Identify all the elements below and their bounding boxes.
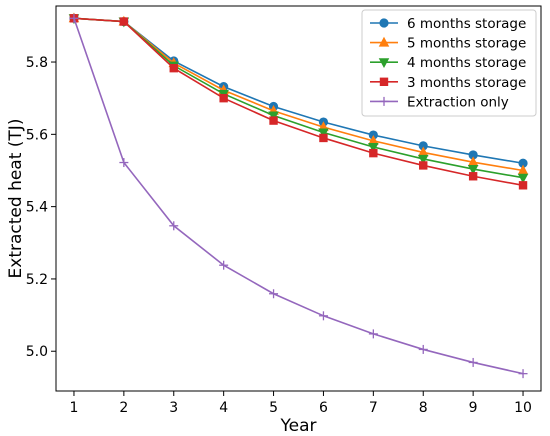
data-point [418,344,428,354]
legend-marker [378,36,390,47]
y-tick-label: 5.4 [26,200,48,216]
data-point [468,357,478,367]
x-tick-label: 2 [119,400,128,416]
data-point [419,161,428,170]
x-tick-label: 3 [169,400,178,416]
legend-item: Extraction only [370,94,509,110]
axes-frame [55,5,542,392]
data-point [169,221,179,231]
data-point [318,128,329,139]
x-tick-label: 10 [514,400,532,416]
data-point [468,172,478,181]
data-point [268,111,279,122]
legend-item: 5 months storage [370,36,526,52]
data-point [119,17,129,26]
series-line-extraction-only [73,18,524,375]
x-axis-label: Year [280,416,317,436]
legend-box [361,9,537,117]
legend-marker [379,96,389,106]
y-tick-label: 5.6 [26,127,48,143]
legend-marker [378,58,390,69]
data-point [219,93,228,103]
x-tick-label: 4 [219,400,228,416]
data-point [319,133,328,143]
data-point [69,13,79,23]
x-tick-label: 7 [369,400,378,416]
legend-item: 4 months storage [370,55,526,71]
data-point [269,116,278,125]
x-axis: 1 2 3 4 5 6 7 8 9 10 [70,391,532,416]
y-tick-label: 5.2 [26,272,48,288]
x-tick-label: 9 [469,400,478,416]
series-line-6-months-storage [73,17,524,165]
legend-marker [379,77,389,86]
data-point [417,154,429,165]
legend-label: 4 months storage [407,55,526,71]
data-point [119,158,129,168]
series-extraction-only [69,13,528,379]
data-point [517,173,529,184]
data-point [368,329,378,339]
x-tick-label: 5 [269,400,278,416]
y-axis-label: Extracted heat (TJ) [6,119,26,279]
data-point [518,369,528,379]
legend-item: 3 months storage [370,75,526,91]
series-line-5-months-storage [73,17,524,172]
data-point [219,260,229,270]
y-tick-label: 5.0 [26,344,48,360]
x-tick-label: 1 [70,400,79,416]
data-point [369,148,378,158]
data-point [318,311,328,321]
y-tick-label: 5.8 [26,55,48,71]
series-line-3-months-storage [73,17,524,187]
legend-label: Extraction only [407,94,509,110]
x-tick-label: 8 [419,400,428,416]
legend-label: 6 months storage [407,16,526,32]
series-line-4-months-storage [73,17,524,179]
legend-label: 5 months storage [407,36,526,52]
y-axis: 5.0 5.2 5.4 5.6 5.8 [26,55,56,360]
data-point [518,181,528,190]
legend: 6 months storage 5 months storage 4 months… [361,9,537,117]
x-tick-label: 6 [319,400,328,416]
data-point [368,142,379,153]
legend-label: 3 months storage [407,75,526,91]
legend-item: 6 months storage [370,16,526,32]
plot-area [68,12,529,379]
legend-marker [379,18,389,28]
data-point [169,63,178,73]
data-point [269,289,279,299]
data-point [467,165,479,175]
